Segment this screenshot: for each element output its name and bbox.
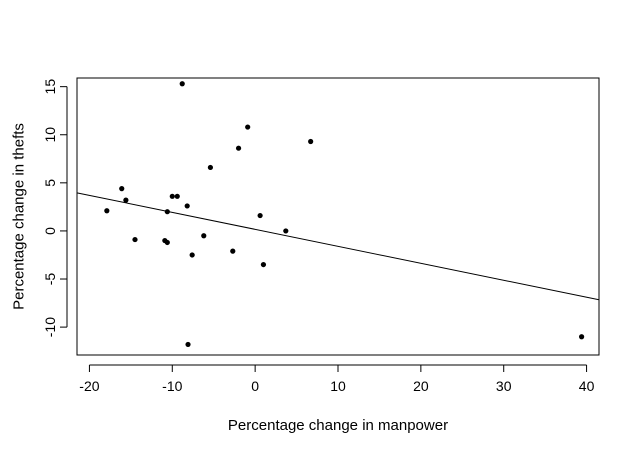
y-tick-label: 15: [42, 79, 58, 95]
plot-frame: [76, 77, 600, 356]
y-axis: -10 -5 0 5 10 15: [42, 79, 68, 337]
y-tick-label: 10: [42, 127, 58, 143]
data-point: [201, 233, 207, 239]
data-point: [123, 197, 129, 203]
plot-area: -20 -10 0 10 20 30 40 -10 -5 0 5 10 15: [42, 77, 600, 394]
data-point: [174, 193, 180, 199]
x-tick-label: 10: [330, 378, 346, 394]
data-point: [185, 341, 191, 348]
x-tick-label: 30: [496, 378, 512, 394]
x-tick-label: -20: [79, 378, 99, 394]
data-point: [257, 212, 263, 219]
data-point: [132, 236, 138, 243]
data-point: [179, 81, 185, 87]
x-axis: -20 -10 0 10 20 30 40: [79, 364, 595, 394]
data-point: [104, 208, 110, 214]
regression-line: [76, 192, 600, 301]
data-point: [308, 138, 314, 145]
data-point: [235, 145, 242, 151]
data-point: [579, 334, 585, 340]
data-point: [189, 252, 195, 258]
x-axis-title: Percentage change in manpower: [228, 417, 448, 434]
y-axis-title: Percentage change in thefts: [11, 123, 28, 310]
y-tick-label: -10: [42, 317, 58, 337]
data-point: [260, 261, 267, 268]
data-point: [245, 124, 251, 130]
data-points: [104, 81, 585, 348]
data-point: [230, 248, 236, 254]
data-point: [283, 228, 289, 234]
x-tick-label: 0: [251, 378, 259, 394]
data-point: [169, 193, 175, 199]
data-point: [184, 203, 190, 209]
data-point: [164, 239, 170, 246]
data-point: [164, 209, 170, 215]
y-tick-label: 5: [42, 179, 58, 187]
x-tick-label: 20: [413, 378, 429, 394]
data-point: [207, 164, 213, 171]
x-tick-label: 40: [579, 378, 595, 394]
y-tick-label: 0: [42, 227, 58, 235]
data-point: [119, 186, 125, 192]
x-tick-label: -10: [162, 378, 182, 394]
y-tick-label: -5: [42, 273, 58, 286]
